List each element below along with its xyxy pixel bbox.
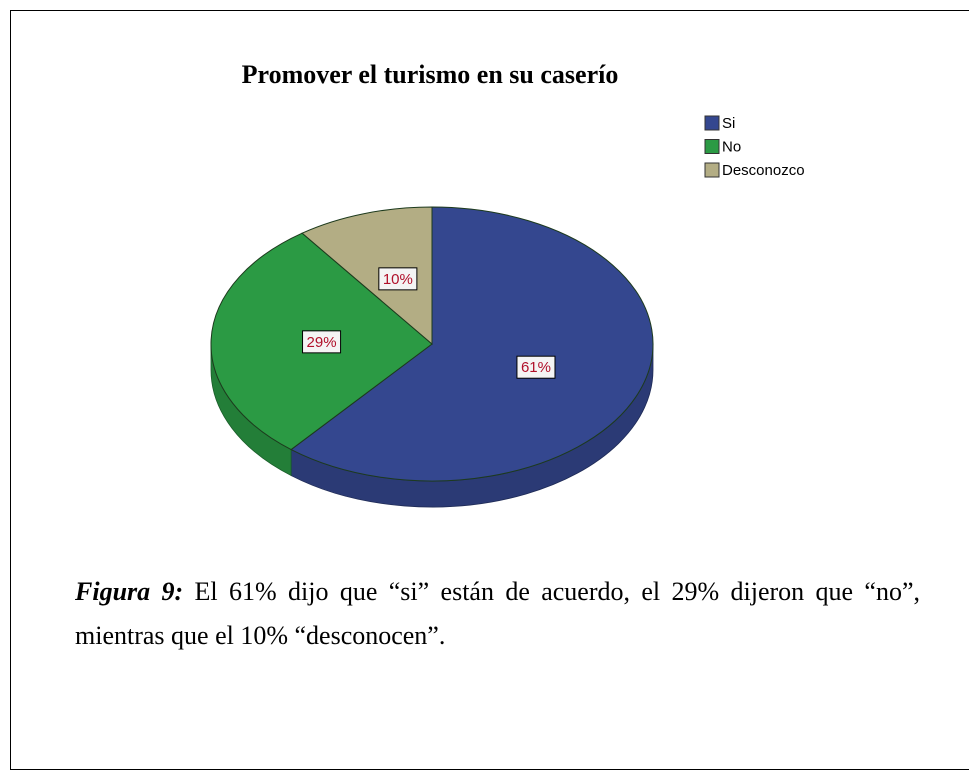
data-label: 10% <box>383 271 413 288</box>
pie-slice <box>290 206 654 482</box>
pie-slice <box>301 206 433 346</box>
caption-label: Figura 9: <box>75 577 184 606</box>
data-label: 29% <box>307 334 337 351</box>
page: Promover el turismo en su caserío 61% 29%… <box>10 10 969 770</box>
legend-label: Si <box>722 115 735 132</box>
legend-label: No <box>722 138 741 155</box>
data-label-box <box>302 330 342 354</box>
chart: Promover el turismo en su caserío 61% 29%… <box>210 60 805 508</box>
legend-swatch <box>704 115 720 131</box>
legend-swatch <box>704 139 720 154</box>
data-label-box <box>516 355 556 379</box>
legend-swatch <box>704 162 720 178</box>
legend-label: Desconozco <box>722 162 805 179</box>
caption-text: El 61% dijo que “si” están de acuerdo, e… <box>75 577 921 650</box>
chart-title: Promover el turismo en su caserío <box>242 60 619 89</box>
data-label: 61% <box>521 359 551 376</box>
data-label-box <box>378 267 418 291</box>
caption: Figura 9: El 61% dijo que “si” están de … <box>75 570 920 658</box>
